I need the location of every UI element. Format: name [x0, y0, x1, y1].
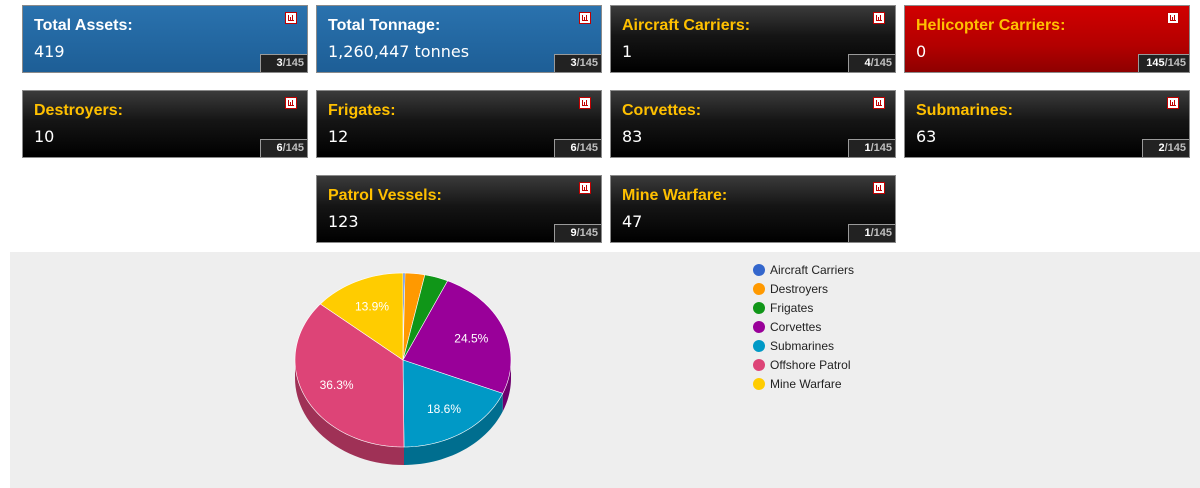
rank-total: /145 [576, 57, 598, 69]
bar-chart-icon[interactable] [873, 182, 885, 194]
legend-label: Mine Warfare [770, 377, 842, 391]
rank-number: 3 [570, 57, 577, 69]
stat-card-value: 1,260,447 tonnes [328, 42, 470, 61]
stat-card-value: 0 [916, 42, 927, 61]
rank-number: 2 [1158, 142, 1165, 154]
stat-card-corvettes: Corvettes: 83 1/145 [610, 90, 896, 158]
bar-chart-icon[interactable] [873, 12, 885, 24]
legend-dot-icon [753, 359, 765, 371]
legend-label: Frigates [770, 301, 814, 315]
legend-label: Offshore Patrol [770, 358, 851, 372]
bar-chart-icon[interactable] [1167, 12, 1179, 24]
rank-number: 145 [1146, 57, 1165, 69]
legend-dot-icon [753, 283, 765, 295]
stat-card-label: Aircraft Carriers: [622, 17, 751, 34]
pie-slices [294, 272, 512, 448]
stat-card-label: Patrol Vessels: [328, 187, 442, 204]
stat-card-label: Mine Warfare: [622, 187, 728, 204]
pie-percent-label: 36.3% [320, 378, 354, 392]
rank-number: 9 [570, 227, 577, 239]
legend-dot-icon [753, 378, 765, 390]
stat-card-rank: 6/145 [260, 139, 307, 157]
stat-card-frigates: Frigates: 12 6/145 [316, 90, 602, 158]
stat-card-total-assets: Total Assets: 419 3/145 [22, 5, 308, 73]
stat-card-label: Total Tonnage: [328, 17, 441, 34]
stat-card-destroyers: Destroyers: 10 6/145 [22, 90, 308, 158]
bar-chart-icon[interactable] [1167, 97, 1179, 109]
stat-card-value: 1 [622, 42, 633, 61]
legend-label: Destroyers [770, 282, 829, 296]
stat-card-value: 83 [622, 127, 643, 146]
pie-percent-label: 18.6% [427, 402, 461, 416]
stat-card-label: Frigates: [328, 102, 396, 119]
stat-card-label: Corvettes: [622, 102, 702, 119]
legend-dot-icon [753, 302, 765, 314]
pie-slice-frigates[interactable] [402, 274, 449, 361]
stat-card-total-tonnage: Total Tonnage: 1,260,447 tonnes 3/145 [316, 5, 602, 73]
stat-card-aircraft-carriers: Aircraft Carriers: 1 4/145 [610, 5, 896, 73]
rank-number: 4 [864, 57, 871, 69]
pie-slice-offshore-patrol[interactable] [294, 303, 405, 448]
bar-chart-icon[interactable] [579, 97, 591, 109]
stat-card-rank: 1/145 [848, 224, 895, 242]
bar-chart-icon[interactable] [873, 97, 885, 109]
pie-side-corvettes [502, 360, 511, 412]
rank-number: 6 [570, 142, 577, 154]
pie-side-submarines [404, 393, 503, 465]
rank-number: 1 [864, 142, 871, 154]
rank-number: 1 [864, 227, 871, 239]
legend-dot-icon [753, 264, 765, 276]
bar-chart-icon[interactable] [579, 12, 591, 24]
pie-slice-mine-warfare[interactable] [319, 272, 404, 361]
stat-card-mine-warfare: Mine Warfare: 47 1/145 [610, 175, 896, 243]
rank-total: /145 [1164, 142, 1186, 154]
stat-card-value: 123 [328, 212, 359, 231]
stat-card-rank: 3/145 [260, 54, 307, 72]
stat-card-rank: 6/145 [554, 139, 601, 157]
stat-card-value: 10 [34, 127, 55, 146]
stat-card-rank: 9/145 [554, 224, 601, 242]
stat-card-label: Submarines: [916, 102, 1013, 119]
rank-total: /145 [282, 142, 304, 154]
pie-percent-label: 13.9% [355, 299, 389, 313]
stat-card-label: Total Assets: [34, 17, 133, 34]
stat-card-label: Destroyers: [34, 102, 123, 119]
legend-dot-icon [753, 340, 765, 352]
stat-card-value: 12 [328, 127, 349, 146]
chart-panel [10, 252, 1200, 488]
pie-slice-submarines[interactable] [402, 359, 504, 448]
stat-card-patrol-vessels: Patrol Vessels: 123 9/145 [316, 175, 602, 243]
legend-label: Submarines [770, 339, 835, 353]
bar-chart-icon[interactable] [285, 97, 297, 109]
rank-number: 3 [276, 57, 283, 69]
rank-total: /145 [870, 57, 892, 69]
stat-card-value: 47 [622, 212, 643, 231]
stat-card-helicopter-carriers: Helicopter Carriers: 0 145/145 [904, 5, 1190, 73]
legend-dot-icon [753, 321, 765, 333]
stat-card-rank: 2/145 [1142, 139, 1189, 157]
stat-card-rank: 145/145 [1138, 54, 1189, 72]
bar-chart-icon[interactable] [579, 182, 591, 194]
rank-total: /145 [870, 227, 892, 239]
rank-total: /145 [282, 57, 304, 69]
stat-card-rank: 3/145 [554, 54, 601, 72]
rank-total: /145 [576, 227, 598, 239]
stat-card-rank: 4/145 [848, 54, 895, 72]
stat-card-value: 63 [916, 127, 937, 146]
legend-label: Aircraft Carriers [770, 263, 855, 277]
rank-number: 6 [276, 142, 283, 154]
pie-percent-label: 24.5% [454, 331, 488, 345]
stat-card-rank: 1/145 [848, 139, 895, 157]
rank-total: /145 [576, 142, 598, 154]
bar-chart-icon[interactable] [285, 12, 297, 24]
stat-card-submarines: Submarines: 63 2/145 [904, 90, 1190, 158]
rank-total: /145 [1164, 57, 1186, 69]
stat-card-label: Helicopter Carriers: [916, 17, 1066, 34]
pie-slice-corvettes[interactable] [402, 280, 512, 394]
stat-card-value: 419 [34, 42, 65, 61]
rank-total: /145 [870, 142, 892, 154]
legend-label: Corvettes [770, 320, 822, 334]
